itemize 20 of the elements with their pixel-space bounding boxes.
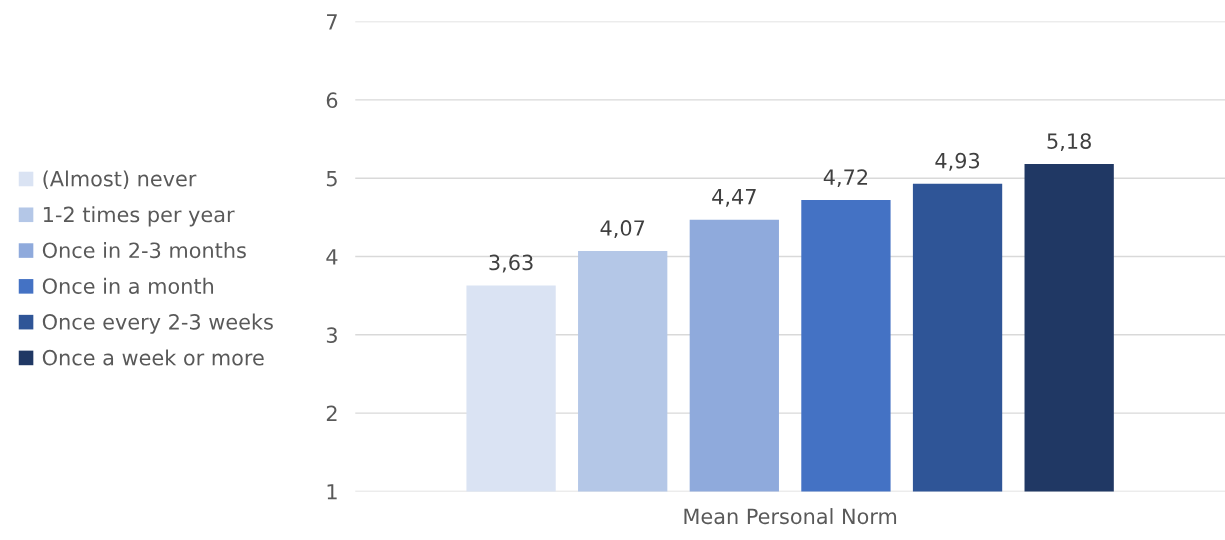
y-tick-label: 6 [326,92,338,109]
data-label: 3,63 [489,254,533,273]
y-tick-label: 3 [326,327,337,344]
data-label: 4,93 [935,152,980,171]
y-tick-label: 2 [326,405,337,422]
legend-label: Once in a month [42,277,214,294]
legend-label: Once in 2-3 months [42,242,246,259]
y-tick-label: 4 [326,249,338,265]
y-tick-label: 1 [327,484,337,500]
legend-label: Once every 2-3 weeks [42,313,273,334]
data-label: 5,18 [1047,133,1091,152]
y-tick-label: 7 [327,14,337,30]
legend-label: (Almost) never [43,170,197,190]
data-label: 4,47 [712,189,756,207]
legend-label: Once a week or more [42,349,264,366]
data-label: 4,07 [600,220,645,238]
y-tick-label: 5 [326,170,337,187]
data-label: 4,72 [823,169,868,188]
x-tick-label: Mean Personal Norm [684,508,897,525]
legend-label: 1-2 times per year [43,206,235,227]
